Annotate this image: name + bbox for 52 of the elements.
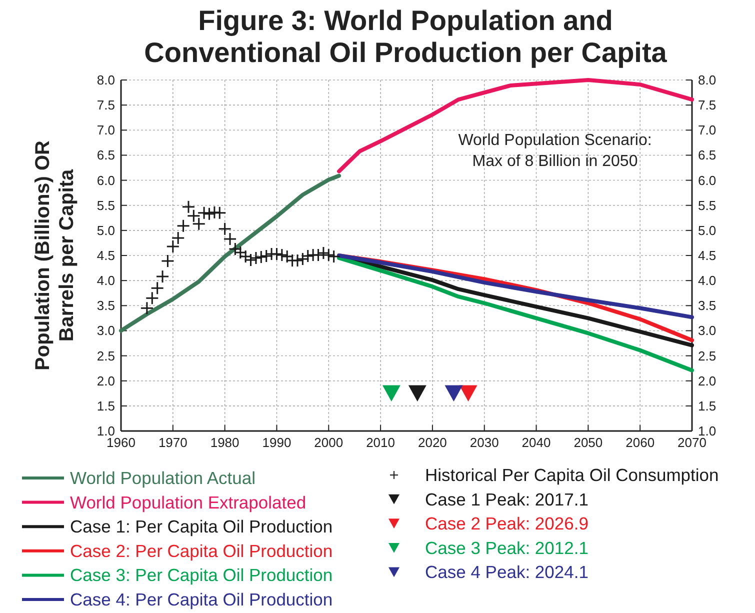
y2-tick-label: 6.5 (698, 148, 716, 163)
legend-label: Case 2: Per Capita Oil Production (70, 540, 333, 561)
y2-tick-label: 5.5 (698, 198, 716, 213)
y-tick-label: 8.0 (96, 72, 115, 88)
y2-tick-label: 5.0 (698, 222, 716, 238)
y-tick-label: 4.0 (96, 273, 115, 288)
legend-label: World Population Extrapolated (70, 492, 306, 512)
y-tick-label: 1.5 (96, 398, 115, 414)
annotation: World Population Scenario: Max of 8 Billion in 2050 (458, 132, 652, 170)
x-tick-label: 2060 (626, 435, 655, 450)
legend-label: Historical Per Capita Oil Consumption (425, 465, 719, 485)
legend-label: Case 3: Per Capita Oil Production (70, 565, 333, 586)
x-tick-label: 2030 (470, 435, 499, 450)
y-tick-label: 5.5 (96, 198, 115, 213)
y-axis-title: Population (Billions) OR Barrels per Capita (32, 140, 78, 370)
y2-tick-label: 4.0 (698, 273, 716, 288)
y-tick-label: 4.5 (96, 248, 115, 263)
legend-label: Case 2 Peak: 2026.9 (425, 514, 588, 534)
legend-label: World Population Actual (70, 468, 256, 488)
y2-tick-label: 4.5 (698, 248, 716, 263)
legend-label: Case 3 Peak: 2012.1 (425, 538, 588, 558)
y2-tick-label: 1.5 (698, 398, 716, 414)
y2-tick-label: 2.0 (698, 373, 716, 388)
y2-tick-label: 2.5 (698, 348, 716, 364)
legend-label: Case 4: Per Capita Oil Production (70, 590, 333, 610)
y-tick-label: 2.0 (96, 373, 115, 388)
x-tick-label: 2010 (366, 435, 396, 450)
legend-label: Case 1 Peak: 2017.1 (425, 489, 588, 510)
x-tick-label: 2020 (418, 435, 447, 450)
x-tick-label: 1990 (262, 435, 292, 450)
y-tick-label: 6.5 (96, 148, 115, 163)
x-tick-label: 1970 (158, 435, 188, 450)
y-tick-label: 6.0 (96, 172, 115, 188)
x-tick-label: 2050 (574, 435, 603, 450)
y2-tick-label: 6.0 (698, 172, 716, 188)
y2-tick-label: 8.0 (698, 72, 716, 88)
y-tick-label: 3.5 (96, 298, 115, 314)
y-tick-label: 7.5 (96, 98, 115, 113)
y-tick-label: 3.0 (96, 323, 115, 338)
y-tick-label: 7.0 (96, 122, 115, 138)
y-tick-label: 2.5 (96, 348, 115, 364)
y-tick-label: 5.0 (96, 222, 115, 238)
chart-title: Figure 3: World Population and Conventional Oil Production per Capita (144, 5, 668, 68)
y2-tick-label: 7.5 (698, 98, 716, 113)
x-tick-label: 2000 (314, 435, 344, 450)
y2-tick-label: 7.0 (698, 122, 716, 138)
legend-label: Case 1: Per Capita Oil Production (70, 516, 333, 537)
y2-tick-label: 3.5 (698, 298, 716, 314)
legend-label: Case 4 Peak: 2024.1 (425, 562, 588, 582)
x-tick-label: 2040 (522, 435, 551, 450)
y2-tick-label: 3.0 (698, 323, 716, 338)
x-tick-label: 1980 (210, 435, 240, 450)
